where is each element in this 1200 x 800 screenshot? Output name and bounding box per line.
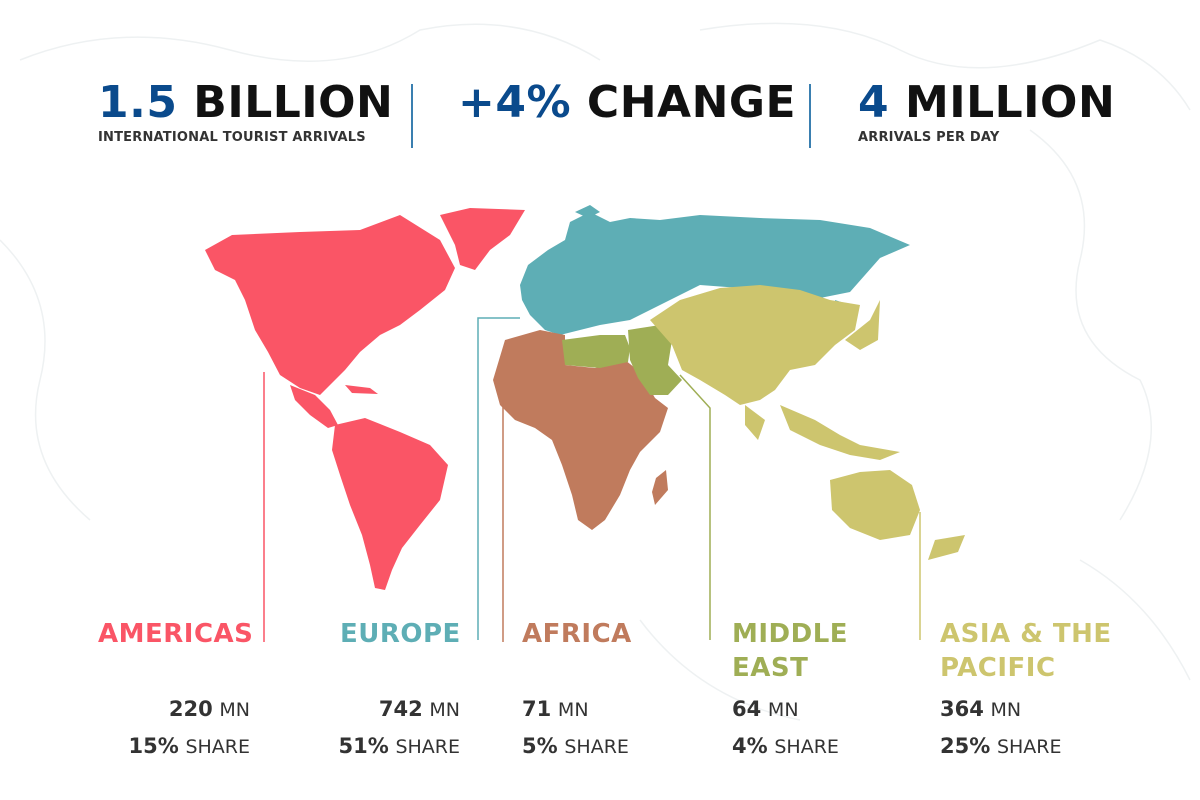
asia-pacific-share-unit: SHARE bbox=[996, 736, 1062, 758]
stat-per-day: 4 MILLION ARRIVALS PER DAY bbox=[858, 77, 1116, 146]
americas-arrivals: 220 bbox=[168, 697, 213, 721]
region-europe-values: 742 MN 51% SHARE bbox=[338, 691, 460, 765]
region-americas-values: 220 MN 15% SHARE bbox=[128, 691, 250, 765]
region-americas-name: AMERICAS bbox=[98, 619, 254, 649]
stat-arrivals-number: 1.5 bbox=[98, 77, 178, 128]
region-europe: EUROPE 742 MN 51% SHARE bbox=[338, 617, 461, 758]
europe-arrivals-unit: MN bbox=[429, 699, 460, 721]
stat-perday-label: ARRIVALS PER DAY bbox=[858, 130, 1000, 145]
region-middle-east-name-1: MIDDLE bbox=[732, 619, 849, 649]
stat-total-arrivals: 1.5 BILLION INTERNATIONAL TOURIST ARRIVA… bbox=[98, 77, 394, 146]
region-africa-shape bbox=[493, 330, 668, 530]
europe-share-unit: SHARE bbox=[395, 736, 460, 758]
middle-east-arrivals: 64 bbox=[732, 697, 762, 721]
asia-pacific-arrivals-unit: MN bbox=[990, 699, 1022, 721]
region-asia-pacific-name-1: ASIA & THE bbox=[940, 619, 1112, 649]
americas-share: 15% bbox=[128, 734, 179, 758]
stat-change-number: +4% bbox=[458, 77, 572, 128]
middle-east-share: 4% bbox=[732, 734, 768, 758]
middle-east-arrivals-unit: MN bbox=[767, 699, 799, 721]
europe-share: 51% bbox=[338, 734, 389, 758]
stat-perday-number: 4 bbox=[858, 77, 890, 128]
africa-arrivals: 71 bbox=[522, 697, 552, 721]
americas-arrivals-unit: MN bbox=[219, 699, 250, 721]
region-asia-pacific: ASIA & THE PACIFIC 364 MN 25% SHARE bbox=[940, 617, 1160, 758]
region-middle-east-shape bbox=[562, 325, 682, 395]
leader-europe bbox=[477, 317, 520, 640]
region-africa: AFRICA 71 MN 5% SHARE bbox=[522, 617, 682, 758]
asia-pacific-share: 25% bbox=[940, 734, 991, 758]
middle-east-share-unit: SHARE bbox=[774, 736, 839, 758]
africa-arrivals-unit: MN bbox=[557, 699, 589, 721]
americas-share-unit: SHARE bbox=[185, 736, 250, 758]
stat-change-unit: CHANGE bbox=[586, 77, 797, 128]
africa-share: 5% bbox=[522, 734, 558, 758]
stat-change: +4% CHANGE bbox=[458, 78, 796, 128]
region-asia-pacific-name-2: PACIFIC bbox=[940, 653, 1056, 683]
region-asia-pacific-values: 364 MN 25% SHARE bbox=[940, 691, 1062, 765]
region-americas-shape bbox=[205, 208, 525, 590]
stat-arrivals-label: INTERNATIONAL TOURIST ARRIVALS bbox=[98, 130, 366, 145]
region-middle-east: MIDDLE EAST 64 MN 4% SHARE bbox=[732, 617, 892, 758]
region-africa-name: AFRICA bbox=[522, 619, 632, 649]
divider-1 bbox=[411, 84, 413, 148]
region-africa-values: 71 MN 5% SHARE bbox=[522, 691, 629, 765]
africa-share-unit: SHARE bbox=[564, 736, 629, 758]
asia-pacific-arrivals: 364 bbox=[940, 697, 984, 721]
region-middle-east-name-2: EAST bbox=[732, 653, 809, 683]
divider-2 bbox=[809, 84, 811, 148]
region-americas: AMERICAS 220 MN 15% SHARE bbox=[98, 617, 254, 758]
stat-arrivals-unit: BILLION bbox=[193, 77, 394, 128]
leader-middle-east bbox=[679, 374, 711, 640]
region-asia-pacific-shape bbox=[650, 285, 965, 560]
region-europe-name: EUROPE bbox=[340, 619, 461, 649]
stat-perday-unit: MILLION bbox=[904, 77, 1116, 128]
region-middle-east-values: 64 MN 4% SHARE bbox=[732, 691, 839, 765]
europe-arrivals: 742 bbox=[378, 697, 423, 721]
